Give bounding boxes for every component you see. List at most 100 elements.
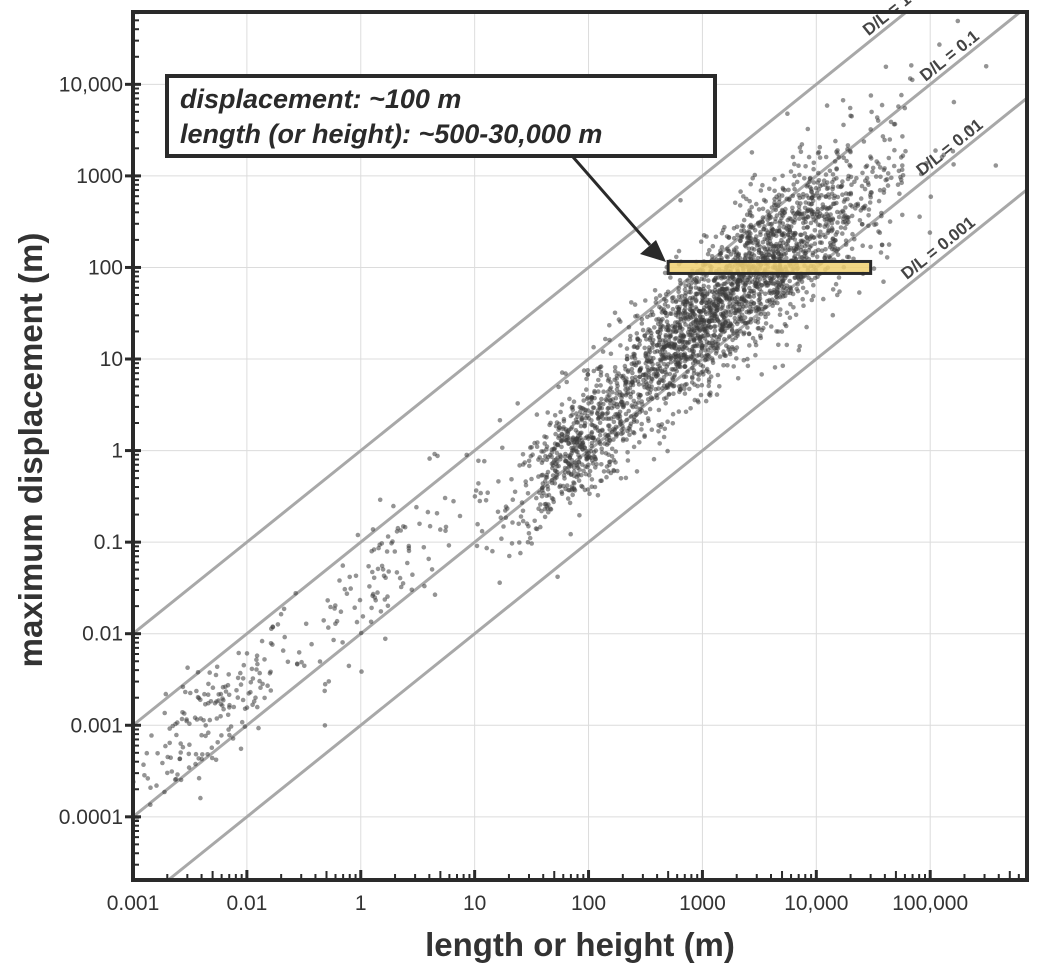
y-tick-label: 1 — [111, 440, 123, 463]
data-point — [843, 238, 849, 243]
data-point — [637, 368, 643, 373]
highlight-range — [666, 259, 873, 275]
data-point — [662, 426, 668, 432]
data-point — [586, 462, 591, 468]
data-point — [600, 427, 605, 433]
data-point — [567, 500, 573, 506]
data-point — [410, 572, 415, 577]
data-point — [554, 420, 560, 425]
data-point — [594, 462, 599, 467]
data-point — [851, 256, 856, 262]
data-point — [558, 438, 564, 444]
data-point — [177, 756, 183, 761]
data-point — [840, 98, 846, 103]
data-point — [381, 573, 387, 579]
data-point — [214, 716, 220, 721]
data-point — [192, 715, 198, 720]
data-point — [483, 498, 489, 503]
data-point — [596, 377, 601, 383]
data-point — [375, 590, 380, 595]
data-point — [400, 581, 406, 586]
data-point — [795, 281, 800, 287]
data-point — [699, 317, 705, 323]
data-point — [768, 222, 773, 227]
data-point — [617, 390, 623, 395]
y-tick-label: 0.001 — [70, 714, 123, 737]
data-point — [630, 389, 636, 395]
data-point — [199, 732, 204, 738]
data-point — [733, 310, 738, 316]
data-point — [199, 756, 205, 762]
data-point — [835, 151, 840, 156]
data-point — [835, 148, 840, 153]
data-point — [520, 508, 526, 514]
data-point — [734, 224, 740, 230]
data-point — [812, 228, 818, 233]
data-point — [624, 346, 630, 351]
data-point — [651, 371, 657, 377]
data-point — [662, 270, 668, 276]
data-point — [703, 324, 708, 329]
data-point — [676, 286, 682, 291]
data-point — [194, 688, 199, 694]
data-point — [552, 468, 558, 473]
data-point — [860, 205, 865, 211]
data-point — [406, 548, 412, 554]
data-point — [421, 545, 427, 550]
data-point — [848, 164, 853, 169]
data-point — [611, 414, 617, 420]
x-tick-label: 1 — [355, 892, 367, 915]
data-point — [603, 336, 608, 342]
data-point — [178, 777, 184, 783]
data-point — [821, 232, 826, 238]
data-point — [791, 220, 797, 225]
data-point — [731, 280, 736, 285]
data-point — [186, 751, 192, 757]
data-point — [733, 348, 738, 353]
data-point — [870, 165, 876, 171]
data-point — [205, 692, 211, 697]
data-point — [866, 223, 871, 229]
data-point — [798, 232, 803, 238]
data-point — [643, 376, 649, 381]
data-point — [667, 371, 673, 377]
data-point — [248, 689, 253, 695]
data-point — [254, 657, 259, 662]
data-point — [816, 178, 822, 183]
data-point — [876, 229, 881, 234]
data-point — [871, 266, 877, 271]
data-point — [748, 181, 753, 187]
data-point — [722, 224, 727, 230]
data-point — [571, 421, 577, 426]
data-point — [766, 242, 771, 247]
data-point — [540, 487, 545, 493]
data-point — [779, 216, 784, 221]
data-point — [714, 281, 720, 287]
data-point — [719, 244, 725, 250]
data-point — [594, 383, 599, 389]
data-point — [731, 235, 737, 241]
data-point — [678, 297, 683, 303]
data-point — [671, 383, 677, 389]
data-point — [538, 502, 543, 507]
ratio-line-label: D/L = 1 — [859, 0, 914, 39]
data-point — [376, 545, 381, 551]
data-point — [706, 305, 711, 311]
data-point — [630, 382, 636, 388]
data-point — [338, 609, 344, 614]
data-point — [738, 329, 743, 334]
data-point — [726, 347, 731, 352]
data-point — [555, 442, 561, 448]
data-point — [827, 205, 832, 211]
data-point — [475, 521, 480, 527]
data-point — [661, 374, 667, 380]
data-point — [748, 316, 754, 322]
data-point — [145, 776, 151, 781]
data-point — [589, 477, 595, 482]
data-point — [599, 462, 604, 467]
data-point — [763, 199, 768, 204]
data-point — [555, 574, 560, 580]
data-point — [830, 287, 836, 292]
data-point — [239, 719, 245, 725]
data-point — [571, 480, 576, 485]
